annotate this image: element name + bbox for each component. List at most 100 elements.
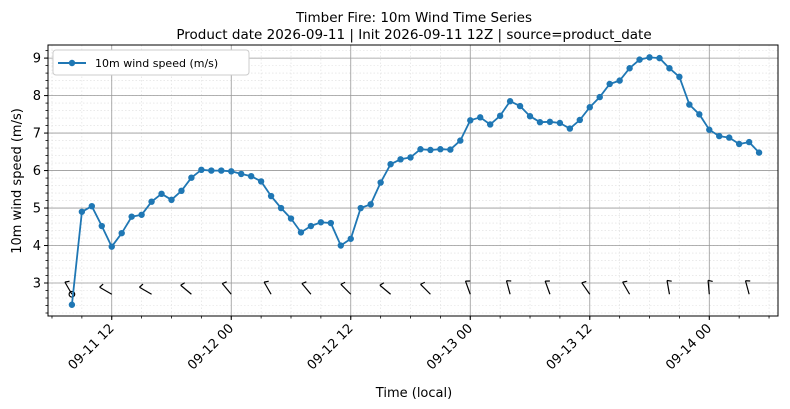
legend-marker (68, 59, 76, 67)
data-point (706, 126, 713, 133)
wind-barb-shaft (139, 286, 152, 295)
data-point (327, 219, 335, 227)
data-point (208, 167, 215, 174)
wind-barb-shaft (505, 280, 511, 295)
data-point (247, 172, 255, 180)
x-tick-label: 09-12 00 (185, 321, 237, 373)
y-tick-label: 5 (33, 202, 41, 217)
wind-barb-shaft (707, 280, 710, 295)
wind-barb-shaft (99, 286, 113, 295)
wind-barb-shaft (581, 282, 591, 295)
y-tick-label: 6 (33, 164, 41, 179)
data-point (606, 80, 613, 88)
data-point (506, 98, 514, 105)
wind-barb (340, 281, 352, 295)
data-point (596, 93, 603, 101)
plot-frame (47, 44, 779, 317)
wind-barb-shaft (301, 283, 312, 295)
data-point (526, 113, 534, 120)
wind-barb (221, 281, 232, 295)
data-point (317, 219, 325, 226)
data-point (686, 101, 693, 108)
y-axis: 3 4 5 6 7 8 9 (33, 50, 48, 314)
data-point (128, 213, 135, 220)
data-point (178, 187, 185, 195)
wind-barb-shaft (622, 281, 631, 295)
wind-barb-flag (622, 280, 628, 283)
wind-barb (180, 282, 192, 295)
data-point (357, 204, 364, 212)
data-point (397, 156, 404, 163)
data-point (118, 229, 125, 237)
series-layer (68, 54, 763, 308)
data-point (297, 229, 305, 236)
wind-barb-flag (139, 283, 144, 288)
data-point (367, 201, 374, 208)
wind-barb-flag (581, 280, 587, 284)
data-point (586, 104, 593, 111)
wind-barb (301, 281, 312, 295)
data-point (267, 192, 275, 200)
data-point (307, 222, 315, 230)
data-point (88, 202, 96, 210)
wind-barb-flag (379, 282, 385, 286)
data-point (576, 116, 584, 124)
wind-barb-flag (707, 279, 713, 282)
data-point (646, 54, 653, 61)
chart-subtitle: Product date 2026-09-11 | Init 2026-09-1… (176, 27, 651, 43)
data-point (616, 77, 623, 84)
wind-barb-flag (340, 281, 346, 285)
x-tick-label: 09-13 00 (424, 321, 476, 373)
data-point (556, 119, 564, 127)
data-point (735, 140, 743, 148)
data-point (277, 204, 285, 212)
data-point (745, 138, 753, 146)
data-point (437, 146, 444, 153)
wind-barb-shaft (666, 280, 671, 295)
x-axis: 09-11 12 09-12 00 09-12 12 09-13 00 09-13 12… (51, 316, 770, 373)
wind-barb-shaft (464, 280, 471, 295)
data-point (337, 242, 344, 249)
wind-barb-flag (301, 281, 307, 285)
wind-barb (707, 279, 713, 295)
wind-barb (622, 280, 631, 295)
data-point (228, 168, 235, 175)
data-point (108, 243, 115, 250)
legend-box (52, 49, 250, 76)
wind-barb-shaft (544, 280, 551, 295)
wind-barb-flag (180, 282, 186, 286)
data-point (78, 208, 86, 215)
wind-barb (744, 280, 751, 295)
wind-barb (420, 281, 431, 295)
data-point (148, 198, 155, 205)
wind-barb-flag (99, 283, 104, 288)
data-point (486, 121, 494, 128)
data-point (716, 132, 723, 140)
wind-barb-flag (420, 281, 426, 285)
data-point (656, 54, 663, 62)
data-point (516, 102, 524, 110)
wind-barb-flag (64, 280, 70, 283)
data-point (467, 117, 474, 124)
data-point (496, 112, 504, 120)
data-point (417, 146, 424, 153)
legend: 10m wind speed (m/s) (52, 49, 250, 76)
wind-barb-shaft (221, 283, 232, 295)
x-tick-label: 09-11 12 (66, 321, 118, 373)
x-tick-label: 09-12 12 (305, 321, 357, 373)
wind-barb (666, 279, 672, 295)
data-point (257, 178, 265, 185)
x-axis-label: Time (local) (375, 386, 452, 401)
data-point (68, 301, 76, 308)
wind-barb (99, 283, 113, 295)
data-point (347, 235, 354, 242)
data-point (387, 160, 394, 168)
y-tick-label: 7 (33, 127, 41, 142)
chart-title: Timber Fire: 10m Wind Time Series (295, 10, 532, 26)
data-point (566, 125, 574, 132)
legend-label: 10m wind speed (m/s) (95, 57, 218, 70)
data-point (198, 166, 205, 174)
data-point (546, 118, 554, 126)
data-point (287, 215, 295, 222)
